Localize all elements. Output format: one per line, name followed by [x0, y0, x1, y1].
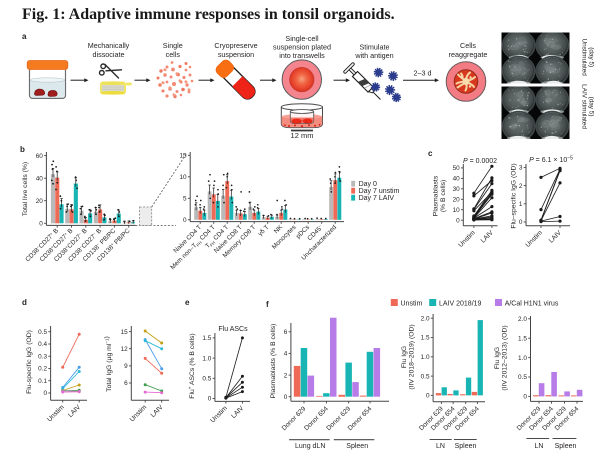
svg-text:0.4: 0.4 — [38, 341, 47, 348]
svg-text:10: 10 — [453, 207, 461, 214]
svg-text:Day 0: Day 0 — [359, 181, 377, 188]
svg-text:c: c — [428, 149, 433, 158]
svg-text:0: 0 — [43, 390, 47, 397]
svg-text:LN: LN — [535, 443, 544, 450]
svg-text:2: 2 — [284, 372, 288, 379]
svg-text:1: 1 — [519, 201, 523, 208]
svg-text:suspension: suspension — [218, 50, 254, 59]
svg-text:(day 5): (day 5) — [588, 97, 595, 117]
svg-text:2–3 d: 2–3 d — [414, 68, 432, 77]
svg-text:Unstim: Unstim — [401, 300, 423, 307]
svg-text:d: d — [22, 298, 27, 307]
svg-text:Spleen: Spleen — [346, 443, 368, 450]
svg-text:9: 9 — [124, 363, 128, 370]
svg-text:6: 6 — [124, 380, 128, 387]
svg-text:0.3: 0.3 — [38, 353, 47, 360]
svg-text:10: 10 — [179, 174, 187, 181]
svg-text:6: 6 — [284, 329, 288, 336]
svg-text:0.5: 0.5 — [518, 374, 527, 381]
svg-text:Flu IgG: Flu IgG — [401, 346, 408, 368]
svg-text:12 mm: 12 mm — [291, 131, 314, 140]
svg-text:a: a — [22, 32, 27, 41]
svg-text:4: 4 — [284, 351, 288, 358]
svg-text:60: 60 — [36, 153, 44, 160]
svg-text:40: 40 — [36, 175, 44, 182]
svg-text:0.2: 0.2 — [38, 366, 47, 373]
svg-text:0: 0 — [39, 221, 43, 228]
svg-text:5: 5 — [183, 196, 187, 203]
svg-text:Flu IgG: Flu IgG — [494, 347, 501, 369]
svg-text:50: 50 — [453, 165, 461, 172]
svg-text:1.5: 1.5 — [421, 335, 430, 342]
svg-text:0.5: 0.5 — [202, 376, 211, 383]
svg-text:0: 0 — [284, 394, 288, 401]
svg-text:0: 0 — [523, 394, 527, 401]
svg-text:15: 15 — [179, 153, 187, 160]
svg-text:Spleen: Spleen — [455, 443, 477, 450]
svg-text:20: 20 — [36, 198, 44, 205]
svg-text:cells: cells — [166, 50, 181, 59]
svg-text:Plasmablasts: Plasmablasts — [433, 175, 440, 216]
svg-text:Cells: Cells — [460, 41, 476, 50]
svg-text:1.5: 1.5 — [202, 335, 211, 342]
svg-text:Flu ASCs: Flu ASCs — [218, 326, 248, 333]
svg-text:2.0: 2.0 — [518, 316, 527, 323]
svg-text:0.1: 0.1 — [38, 378, 47, 385]
svg-text:Single: Single — [163, 41, 183, 50]
svg-text:30: 30 — [453, 186, 461, 193]
svg-text:15: 15 — [121, 329, 129, 336]
svg-text:Flu-specific IgG (OD): Flu-specific IgG (OD) — [26, 330, 33, 394]
svg-text:1.0: 1.0 — [421, 354, 430, 361]
svg-text:0: 0 — [456, 217, 460, 224]
svg-text:dissociate: dissociate — [93, 50, 125, 59]
svg-text:Unstimulated: Unstimulated — [581, 39, 588, 77]
svg-text:0: 0 — [426, 393, 430, 400]
svg-text:Mechanically: Mechanically — [88, 41, 130, 50]
svg-text:1.0: 1.0 — [518, 355, 527, 362]
svg-text:Total live cells (%): Total live cells (%) — [22, 162, 29, 216]
svg-text:P = 0.0002: P = 0.0002 — [463, 158, 497, 165]
svg-text:A/Cal H1N1 virus: A/Cal H1N1 virus — [505, 300, 559, 307]
svg-text:(IIV 2018–2019) (OD): (IIV 2018–2019) (OD) — [409, 324, 416, 389]
svg-text:12: 12 — [121, 346, 129, 353]
svg-text:1.0: 1.0 — [202, 355, 211, 362]
svg-text:Flu–specific IgG (OD): Flu–specific IgG (OD) — [511, 163, 518, 228]
svg-text:P = 6.1 × 10−5: P = 6.1 × 10−5 — [529, 156, 573, 165]
svg-text:(% B cells): (% B cells) — [440, 180, 447, 212]
svg-text:reaggregate: reaggregate — [449, 50, 488, 59]
svg-text:Fig. 1: Adaptive immune respon: Fig. 1: Adaptive immune responses in ton… — [22, 6, 395, 23]
svg-text:1.5: 1.5 — [518, 335, 527, 342]
svg-text:Spleen: Spleen — [555, 443, 577, 450]
svg-text:(day 5): (day 5) — [588, 47, 595, 67]
svg-text:2: 2 — [519, 183, 523, 190]
svg-text:Lung dLN: Lung dLN — [295, 443, 325, 450]
svg-text:LAIV 2018/19: LAIV 2018/19 — [439, 300, 482, 307]
svg-text:(IIV 2012–2013) (OD): (IIV 2012–2013) (OD) — [502, 325, 509, 390]
svg-text:e: e — [185, 298, 190, 307]
svg-text:Day 7 unstim: Day 7 unstim — [359, 188, 400, 195]
svg-text:0.5: 0.5 — [421, 373, 430, 380]
svg-text:40: 40 — [453, 176, 461, 183]
svg-text:0: 0 — [183, 217, 187, 224]
svg-text:LAIV stimulated: LAIV stimulated — [581, 84, 588, 129]
svg-text:20: 20 — [453, 197, 461, 204]
svg-text:2.0: 2.0 — [421, 315, 430, 322]
svg-text:0: 0 — [519, 219, 523, 226]
svg-text:f: f — [266, 300, 269, 309]
svg-text:Plasmablasts (% B cells): Plasmablasts (% B cells) — [270, 324, 277, 399]
svg-text:LN: LN — [436, 443, 445, 450]
svg-text:Day 7 LAIV: Day 7 LAIV — [359, 195, 395, 202]
svg-text:0: 0 — [208, 396, 212, 403]
svg-text:b: b — [20, 145, 25, 154]
svg-text:3: 3 — [519, 165, 523, 172]
svg-text:Cryopreserve: Cryopreserve — [214, 41, 257, 50]
svg-text:with antigen: with antigen — [354, 51, 393, 60]
svg-text:into transwells: into transwells — [279, 51, 325, 60]
svg-text:0.5: 0.5 — [38, 329, 47, 336]
